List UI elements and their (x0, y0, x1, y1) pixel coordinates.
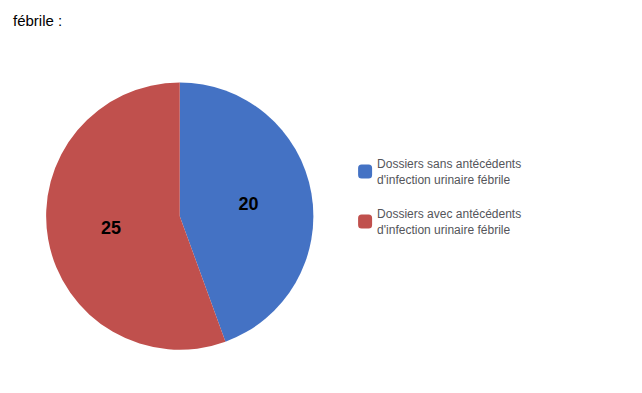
svg-text:Dossiers sans antécédents: Dossiers sans antécédents (377, 157, 521, 171)
svg-text:25: 25 (101, 218, 121, 238)
svg-text:20: 20 (238, 194, 258, 214)
svg-text:Dossiers avec antécédents: Dossiers avec antécédents (377, 207, 521, 221)
svg-text:fébrile :: fébrile : (13, 12, 62, 29)
svg-text:d'infection urinaire fébrile: d'infection urinaire fébrile (377, 173, 510, 187)
svg-text:d'infection urinaire fébrile: d'infection urinaire fébrile (377, 223, 510, 237)
